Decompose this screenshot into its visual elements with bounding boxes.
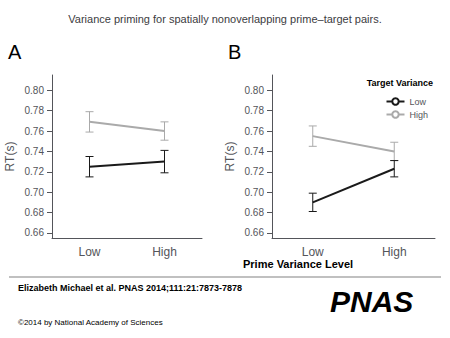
- svg-text:0.80: 0.80: [25, 85, 45, 96]
- svg-text:B: B: [228, 41, 241, 63]
- svg-text:0.66: 0.66: [245, 227, 265, 238]
- svg-text:High: High: [409, 110, 428, 120]
- svg-text:RT(s): RT(s): [3, 142, 17, 172]
- svg-text:©2014 by National Academy of S: ©2014 by National Academy of Sciences: [18, 318, 163, 327]
- svg-text:0.70: 0.70: [25, 187, 45, 198]
- svg-text:Low: Low: [302, 245, 324, 259]
- svg-text:Target Variance: Target Variance: [367, 78, 433, 88]
- svg-text:0.78: 0.78: [25, 105, 45, 116]
- svg-text:Elizabeth Michael et al. PNAS: Elizabeth Michael et al. PNAS 2014;111:2…: [18, 283, 242, 293]
- svg-text:0.76: 0.76: [245, 126, 265, 137]
- svg-text:0.78: 0.78: [245, 105, 265, 116]
- svg-text:PNAS: PNAS: [330, 285, 413, 318]
- svg-text:Low: Low: [409, 97, 426, 107]
- svg-text:0.72: 0.72: [245, 166, 265, 177]
- svg-text:0.68: 0.68: [25, 207, 45, 218]
- svg-text:0.70: 0.70: [245, 187, 265, 198]
- svg-text:High: High: [152, 245, 177, 259]
- svg-text:0.80: 0.80: [245, 85, 265, 96]
- svg-text:0.74: 0.74: [245, 146, 265, 157]
- svg-text:Low: Low: [78, 245, 100, 259]
- svg-text:0.72: 0.72: [25, 166, 45, 177]
- svg-text:RT(s): RT(s): [223, 142, 237, 172]
- svg-text:Variance priming for spatially: Variance priming for spatially nonoverla…: [68, 13, 381, 25]
- svg-text:0.76: 0.76: [25, 126, 45, 137]
- svg-text:A: A: [8, 41, 22, 63]
- svg-text:0.68: 0.68: [245, 207, 265, 218]
- svg-text:Prime Variance Level: Prime Variance Level: [243, 258, 353, 270]
- svg-text:0.66: 0.66: [25, 227, 45, 238]
- svg-text:High: High: [382, 245, 407, 259]
- svg-text:0.74: 0.74: [25, 146, 45, 157]
